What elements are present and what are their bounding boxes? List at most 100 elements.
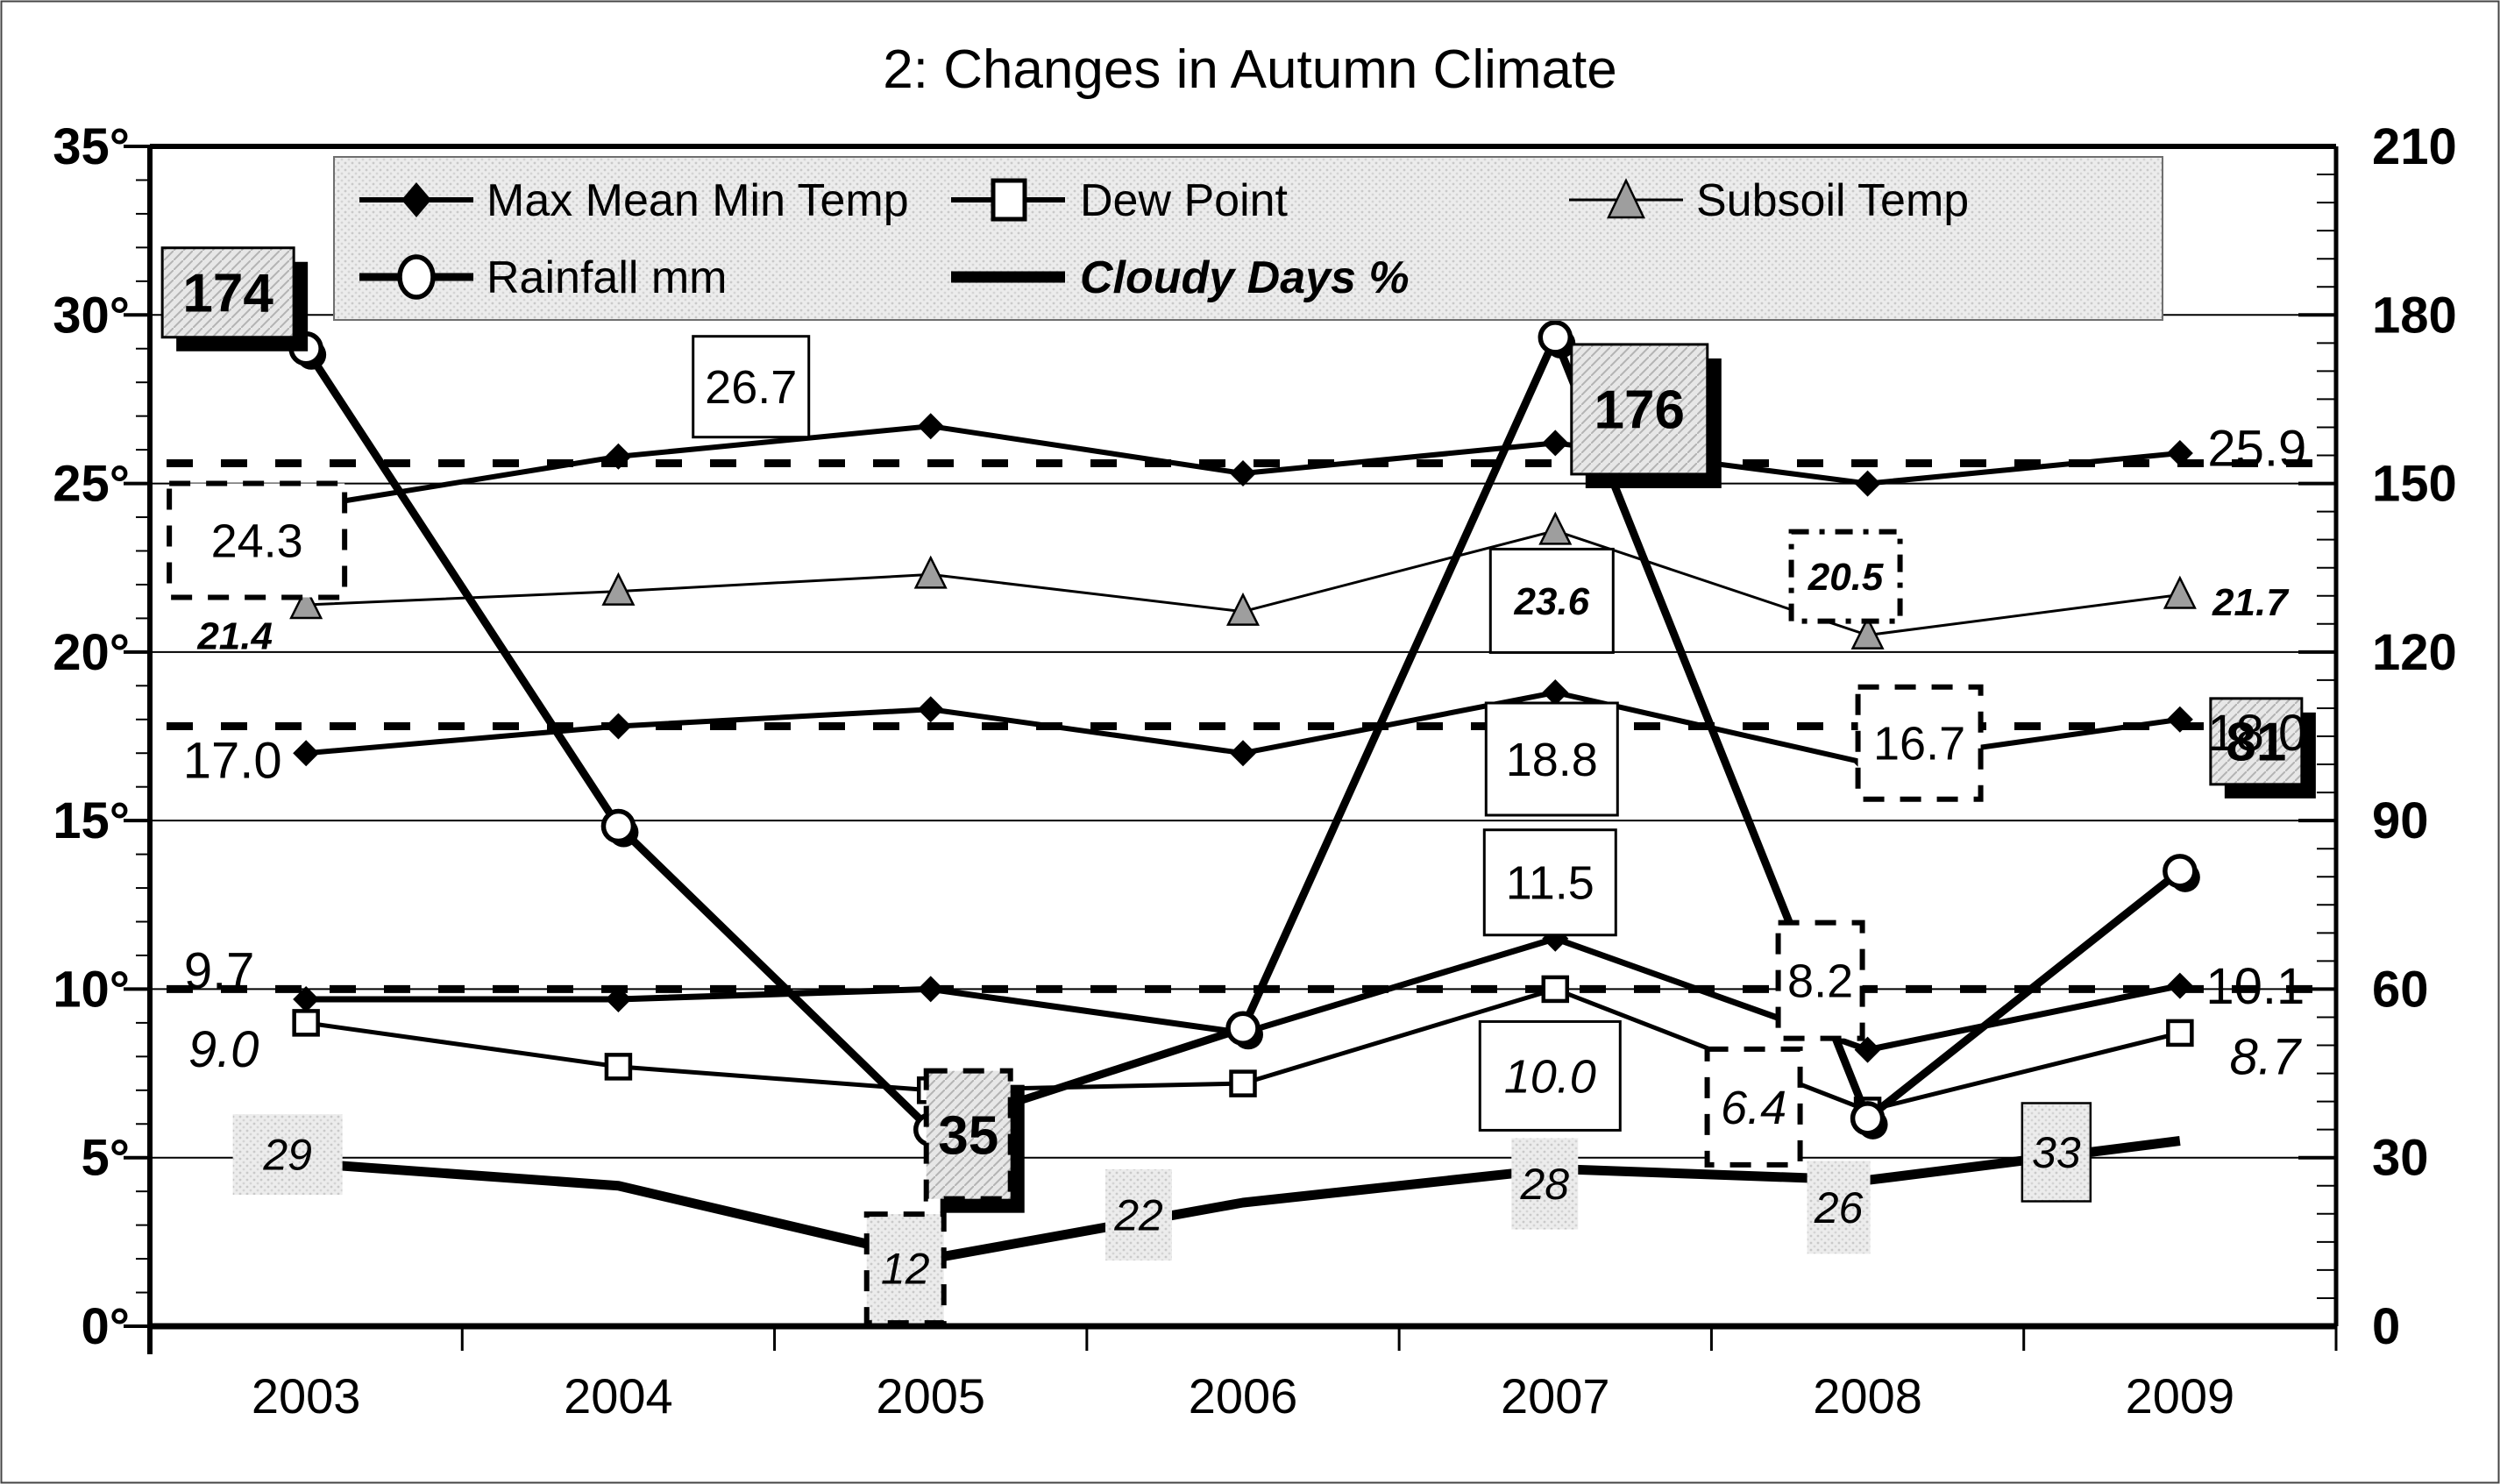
x-axis-tick-label: 2007: [1501, 1368, 1610, 1424]
x-axis-tick-label: 2005: [876, 1368, 985, 1424]
circle-marker: [1850, 1101, 1886, 1136]
chart-title: 2: Changes in Autumn Climate: [883, 39, 1616, 100]
data-label-26: 26: [1807, 1161, 1871, 1254]
label-text: 21.7: [2212, 581, 2290, 624]
diamond-marker: [605, 443, 632, 470]
label-box: [160, 246, 295, 339]
diamond-marker: [293, 740, 320, 767]
y-axis-tick-label-right: 150: [2372, 456, 2457, 513]
data-label-25_9: 25.9: [2207, 420, 2306, 477]
diamond-marker: [2166, 439, 2193, 466]
label-text: 29: [262, 1131, 312, 1180]
data-label-11_5: 11.5: [1482, 828, 1617, 937]
label-text: 6.4: [1721, 1082, 1786, 1134]
label-box: [923, 1068, 1013, 1202]
triangle-marker: [913, 555, 948, 589]
circle-icon: [397, 254, 436, 300]
label-box: [167, 480, 348, 600]
label-box: [863, 1211, 947, 1326]
label-box: [1488, 547, 1615, 654]
legend-box: [333, 156, 2163, 321]
label-box: [2209, 697, 2304, 786]
triangle-marker: [1538, 511, 1573, 545]
triangle-marker: [2163, 575, 2197, 609]
data-label-10_1: 10.1: [2205, 958, 2305, 1015]
square-icon: [991, 178, 1027, 222]
label-box: [1511, 1138, 1579, 1230]
data-label-20_5: 20.5: [1788, 529, 1903, 624]
label-box: [1484, 701, 1619, 817]
data-label-174: 174: [160, 246, 309, 351]
label-text: 18.8: [1506, 734, 1598, 786]
x-axis-tick-label: 2004: [564, 1368, 673, 1424]
data-label-17_0: 17.0: [183, 733, 282, 790]
series-subsoil_temp: [289, 511, 2197, 650]
y-axis-tick-label-left: 20°: [53, 624, 130, 681]
triangle-marker: [1225, 592, 1261, 626]
data-label-10_0: 10.0: [1478, 1019, 1622, 1132]
data-label-18_8: 18.8: [1484, 701, 1619, 817]
data-label-23_6: 23.6: [1488, 547, 1615, 654]
y-axis-tick-label-left: 15°: [53, 792, 130, 849]
legend-item-rainfall: Rainfall mm: [359, 252, 728, 303]
label-text: 28: [1519, 1160, 1569, 1209]
label-text: 35: [938, 1105, 998, 1166]
label-text: 21.4: [196, 614, 273, 657]
y-axis-tick-label-right: 90: [2372, 792, 2429, 849]
data-label-21_4: 21.4: [196, 614, 273, 657]
series-rainfall: [288, 320, 2200, 1151]
data-label-35: 35: [923, 1068, 1025, 1213]
label-box: [1775, 920, 1865, 1041]
diamond-marker: [917, 696, 944, 723]
legend-label: Cloudy Days %: [1080, 252, 1410, 303]
diamond-marker: [2166, 972, 2193, 999]
square-marker: [292, 1009, 320, 1037]
label-box: [2021, 1102, 2092, 1203]
square-marker: [2166, 1019, 2194, 1047]
diamond-marker: [1854, 1036, 1881, 1063]
data-label-6_4: 6.4: [1704, 1046, 1803, 1168]
data-label-16_7: 16.7: [1855, 684, 1984, 802]
label-text: 23.6: [1513, 580, 1589, 623]
label-text: 20.5: [1808, 556, 1884, 599]
legend-label: Subsoil Temp: [1696, 175, 1969, 226]
data-label-8_2: 8.2: [1775, 920, 1865, 1041]
diamond-marker: [293, 985, 320, 1012]
y-axis-tick-label-left: 10°: [53, 961, 130, 1018]
y-axis-tick-label-right: 120: [2372, 624, 2457, 681]
square-marker: [1229, 1069, 1257, 1097]
y-axis-tick-label-left: 5°: [82, 1130, 130, 1187]
data-label-176: 176: [1570, 343, 1722, 488]
data-label-9_7: 9.7: [184, 942, 255, 999]
diamond-marker: [1854, 470, 1881, 497]
label-text: 24.3: [211, 515, 303, 567]
y-axis-tick-label-right: 60: [2372, 961, 2429, 1018]
diamond-marker: [605, 985, 632, 1012]
label-box: [692, 335, 811, 439]
data-label-22: 22: [1105, 1168, 1172, 1260]
label-text: 174: [182, 263, 273, 323]
y-axis-tick-label-left: 35°: [53, 118, 130, 175]
label-box: [1482, 828, 1617, 937]
legend-item-max-mean-min-temp: Max Mean Min Temp: [359, 175, 909, 226]
data-label-18_0: 18.0: [2207, 705, 2306, 762]
diamond-marker: [917, 413, 944, 440]
label-text: 11.5: [1506, 857, 1594, 910]
label-box: [232, 1114, 343, 1196]
label-box: [1855, 684, 1984, 802]
square-marker: [604, 1053, 633, 1081]
plot-area: 174 24.3 21.4 17.0 9.7 9.0 29 26.7 35 12 22 176 23.6…: [53, 118, 2457, 1424]
diamond-marker: [1230, 460, 1256, 487]
label-box: [1478, 1019, 1622, 1132]
legend-label: Max Mean Min Temp: [487, 175, 909, 226]
diamond-icon: [401, 182, 431, 217]
circle-marker: [1538, 320, 1573, 355]
circle-marker: [1225, 1011, 1261, 1047]
diamond-marker: [1230, 740, 1256, 767]
data-label-9_0: 9.0: [188, 1021, 259, 1078]
x-axis-tick-label: 2006: [1189, 1368, 1298, 1424]
data-label-12: 12: [863, 1211, 947, 1326]
diamond-marker: [605, 713, 632, 740]
triangle-icon: [1607, 178, 1645, 219]
